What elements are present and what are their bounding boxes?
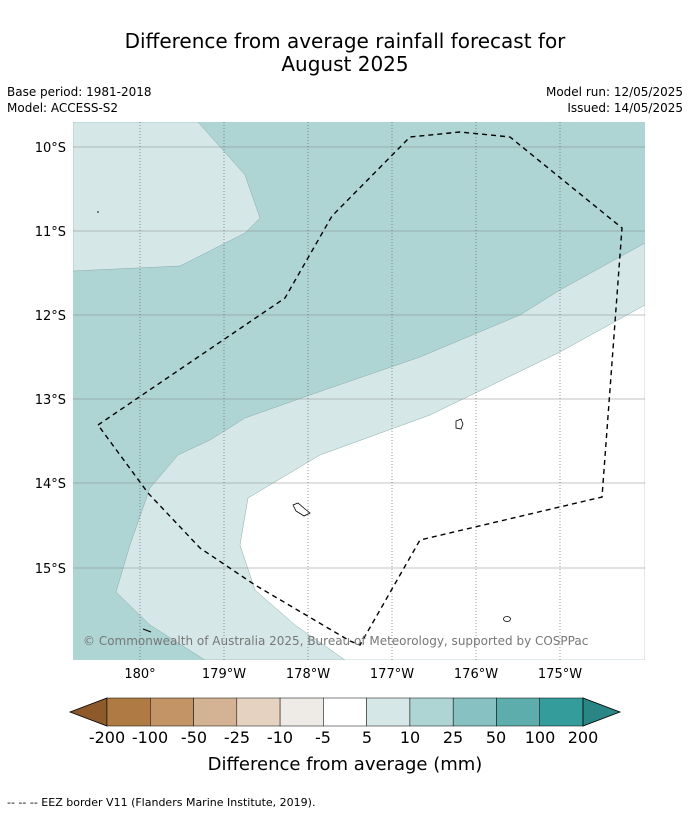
- model-run: Model run: 12/05/2025: [545, 85, 683, 99]
- latitude-labels: 10°S 11°S 12°S 13°S 14°S 15°S: [35, 141, 66, 577]
- island-outline: [455, 418, 464, 430]
- title-line-1: Difference from average rainfall forecas…: [124, 29, 566, 53]
- colorbar-bin: [409, 697, 454, 727]
- colorbar-tick: -200: [89, 728, 125, 747]
- colorbar-bin: [106, 697, 151, 727]
- lat-label: 12°S: [35, 309, 66, 324]
- colorbar-tick: 25: [443, 728, 463, 747]
- eez-border: [97, 131, 623, 646]
- colorbar-bin: [496, 697, 540, 727]
- anomaly-fill-neutral: [239, 304, 645, 660]
- island-dot: [97, 211, 99, 213]
- island-outline: [292, 502, 311, 517]
- colorbar-tick: -25: [224, 728, 250, 747]
- lat-label: 10°S: [35, 141, 66, 156]
- lat-label: 13°S: [35, 393, 66, 408]
- lat-label: 15°S: [35, 562, 66, 577]
- meta-right: Model run: 12/05/2025 Issued: 14/05/2025: [546, 84, 683, 116]
- colorbar: [68, 697, 622, 727]
- chart-title: Difference from average rainfall forecas…: [0, 30, 690, 76]
- model-name: Model: ACCESS-S2: [7, 101, 119, 115]
- lon-label: 176°W: [454, 667, 498, 682]
- colorbar-tick: 50: [486, 728, 506, 747]
- lon-label: 178°W: [286, 667, 330, 682]
- colorbar-bin: [150, 697, 194, 727]
- colorbar-extend-max: [582, 697, 622, 727]
- colorbar-tick: -10: [267, 728, 293, 747]
- colorbar-extend-min: [68, 697, 108, 727]
- lon-label: 180°: [124, 667, 155, 682]
- map-figure: 10°S 11°S 12°S 13°S 14°S 15°S 180° 179°W…: [35, 122, 645, 775]
- colorbar-bin: [236, 697, 281, 727]
- eez-legend-note: -- -- -- EEZ border V11 (Flanders Marine…: [7, 796, 316, 809]
- latitude-gridlines: [73, 146, 645, 569]
- colorbar-bin: [279, 697, 324, 727]
- lon-label: 175°W: [538, 667, 582, 682]
- colorbar-tick: -5: [315, 728, 331, 747]
- lat-label: 11°S: [35, 225, 66, 240]
- title-line-2: August 2025: [281, 52, 409, 76]
- colorbar-tick: -100: [132, 728, 168, 747]
- colorbar-tick: 10: [400, 728, 420, 747]
- copyright-note: © Commonwealth of Australia 2025, Bureau…: [83, 634, 588, 648]
- lat-label: 14°S: [35, 477, 66, 492]
- lon-label: 177°W: [370, 667, 414, 682]
- anomaly-fill-5-10-north: [73, 122, 261, 272]
- colorbar-bin: [193, 697, 238, 727]
- island-outline: [503, 616, 511, 622]
- colorbar-tick: 100: [525, 728, 556, 747]
- colorbar-tick: 200: [568, 728, 599, 747]
- colorbar-tick: 5: [362, 728, 372, 747]
- colorbar-ticks: -200 -100 -50 -25 -10 -5 5 10 25 50 100 …: [89, 728, 598, 747]
- colorbar-bin: [366, 697, 411, 727]
- colorbar-bin: [452, 697, 497, 727]
- lon-label: 179°W: [202, 667, 246, 682]
- meta-left: Base period: 1981-2018 Model: ACCESS-S2: [7, 84, 152, 116]
- base-period: Base period: 1981-2018: [7, 85, 152, 99]
- map-area: [73, 122, 645, 660]
- colorbar-bin: [323, 697, 367, 727]
- island-outline: [142, 628, 152, 633]
- issued-date: Issued: 14/05/2025: [567, 101, 683, 115]
- colorbar-bin: [539, 697, 584, 727]
- colorbar-label: Difference from average (mm): [208, 754, 483, 775]
- colorbar-tick: -50: [181, 728, 207, 747]
- longitude-labels: 180° 179°W 178°W 177°W 176°W 175°W: [124, 667, 582, 682]
